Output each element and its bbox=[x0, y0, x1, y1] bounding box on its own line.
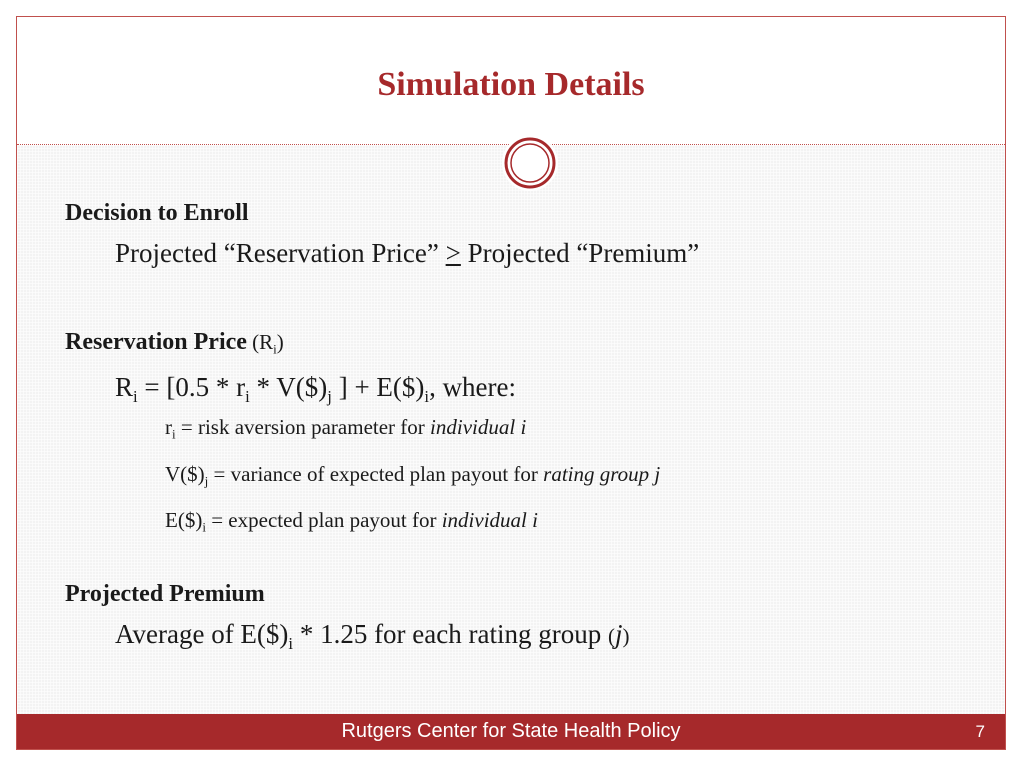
premium-part-1: Average of E($) bbox=[115, 619, 289, 649]
slide: Simulation Details Decision to Enroll Pr… bbox=[16, 16, 1006, 750]
decision-rhs: Projected “Premium” bbox=[460, 238, 700, 268]
definition-e-text: = expected plan payout for bbox=[205, 508, 442, 532]
footer-text: Rutgers Center for State Health Policy bbox=[341, 720, 681, 742]
formula-part-1: R bbox=[115, 372, 134, 402]
reservation-symbol-open: (R bbox=[246, 330, 274, 354]
reservation-heading-text: Reservation Price bbox=[65, 329, 247, 355]
definition-r-symbol: r bbox=[165, 415, 172, 439]
premium-sub-1: i bbox=[288, 633, 294, 653]
formula-sub-3: j bbox=[327, 386, 332, 406]
formula-part-5: , where: bbox=[429, 372, 517, 402]
decision-statement: Projected “Reservation Price” > Projecte… bbox=[115, 238, 699, 269]
reservation-symbol-close: ) bbox=[276, 330, 284, 354]
formula-part-2: = [0.5 * r bbox=[137, 372, 246, 402]
formula-sub-1: i bbox=[133, 386, 138, 406]
premium-statement: Average of E($)i * 1.25 for each rating … bbox=[115, 619, 630, 653]
definition-v-symbol: V($) bbox=[165, 462, 205, 486]
formula-sub-2: i bbox=[245, 386, 250, 406]
reservation-symbol: (Ri) bbox=[246, 330, 284, 357]
definition-r-sub: i bbox=[172, 426, 176, 442]
definition-r-emphasis: individual i bbox=[430, 415, 527, 439]
definition-e-sub: i bbox=[202, 519, 206, 535]
reservation-symbol-sub: i bbox=[273, 341, 277, 357]
definition-e-emphasis: individual i bbox=[441, 508, 538, 532]
premium-paren-open: ( bbox=[607, 624, 615, 648]
premium-heading: Projected Premium bbox=[65, 581, 265, 607]
definition-r-text: = risk aversion parameter for bbox=[175, 415, 431, 439]
definition-v-text: = variance of expected plan payout for bbox=[208, 462, 544, 486]
premium-emphasis: j bbox=[614, 619, 623, 649]
definition-r: ri = risk aversion parameter for individ… bbox=[165, 415, 527, 442]
premium-paren-close: ) bbox=[622, 624, 630, 648]
formula-part-3: * V($) bbox=[249, 372, 328, 402]
decision-operator: > bbox=[445, 238, 461, 268]
title-area: Simulation Details bbox=[17, 17, 1005, 144]
reservation-heading: Reservation Price (Ri) bbox=[65, 329, 284, 356]
definition-v-emphasis: rating group j bbox=[543, 462, 661, 486]
slide-body: Decision to Enroll Projected “Reservatio… bbox=[17, 145, 1005, 716]
formula-part-4: ] + E($) bbox=[331, 372, 425, 402]
decision-heading: Decision to Enroll bbox=[65, 200, 249, 226]
premium-part-2: * 1.25 for each rating group bbox=[293, 619, 608, 649]
page-number: 7 bbox=[975, 722, 985, 741]
reservation-formula: Ri = [0.5 * ri * V($)j ] + E($)i, where: bbox=[115, 372, 517, 406]
definition-v: V($)j = variance of expected plan payout… bbox=[165, 462, 661, 489]
footer-bar: Rutgers Center for State Health Policy 7 bbox=[17, 714, 1005, 749]
circle-ornament-icon bbox=[502, 135, 558, 191]
decision-lhs: Projected “Reservation Price” bbox=[115, 238, 446, 268]
definition-v-sub: j bbox=[204, 473, 209, 489]
slide-title: Simulation Details bbox=[377, 66, 645, 103]
definition-e-symbol: E($) bbox=[165, 508, 203, 532]
definition-e: E($)i = expected plan payout for individ… bbox=[165, 508, 538, 535]
formula-sub-4: i bbox=[424, 386, 430, 406]
content: Decision to Enroll Projected “Reservatio… bbox=[17, 145, 1005, 716]
